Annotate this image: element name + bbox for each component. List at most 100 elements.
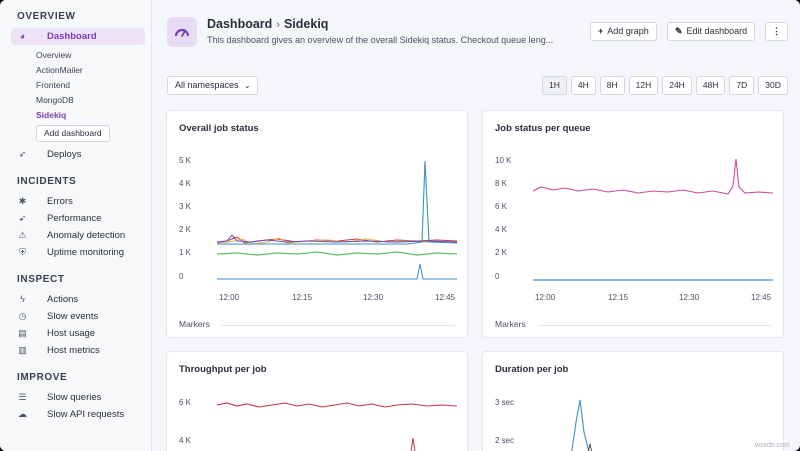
y-tick: 2 K: [179, 225, 192, 234]
sidebar-item-errors[interactable]: ✱ Errors: [11, 193, 145, 210]
add-graph-button[interactable]: + Add graph: [590, 22, 657, 41]
sidebar-item-anomaly-detection[interactable]: ⚠ Anomaly detection: [11, 227, 145, 244]
range-12h[interactable]: 12H: [628, 76, 659, 95]
sidebar-item-host-metrics[interactable]: ▥ Host metrics: [11, 342, 145, 359]
sidebar-item-dashboard[interactable]: ◕ Dashboard: [11, 28, 145, 45]
x-tick: 12:45: [751, 293, 772, 302]
sidebar-item-label: Deploys: [47, 149, 82, 160]
alarm-icon: ⚠: [18, 230, 27, 240]
range-48h[interactable]: 48H: [695, 76, 726, 95]
bolt-icon: ϟ: [20, 294, 25, 304]
sidebar-item-label: Actions: [47, 294, 79, 305]
panel-duration-per-job: Duration per job 3 sec 2 sec: [482, 351, 784, 451]
chevron-down-icon: ⌄: [243, 81, 251, 90]
dashboard-icon: ◕: [19, 31, 26, 41]
panel-title: Throughput per job: [179, 364, 267, 375]
y-tick: 0: [179, 272, 184, 281]
subitem-overview[interactable]: Overview: [36, 50, 72, 60]
edit-dashboard-label: Edit dashboard: [686, 26, 748, 36]
sidebar: OVERVIEW ◕ Dashboard Overview ActionMail…: [0, 0, 152, 451]
sidebar-item-label: Uptime monitoring: [47, 247, 125, 258]
series-line-purple: [216, 234, 458, 243]
page-header: Dashboard › Sidekiq This dashboard gives a…: [153, 0, 800, 62]
x-axis-ticks: 12:00 12:15 12:30 12:45: [535, 293, 772, 302]
y-tick: 0: [495, 272, 500, 281]
add-dashboard-button[interactable]: Add dashboard: [36, 125, 110, 142]
y-tick: 4 K: [179, 179, 192, 188]
sidebar-item-actions[interactable]: ϟ Actions: [11, 291, 145, 308]
y-tick: 6 K: [495, 202, 508, 211]
subitem-mongodb[interactable]: MongoDB: [36, 95, 74, 105]
series-line-pink: [532, 158, 774, 195]
sidebar-item-slow-queries[interactable]: ☰ Slow queries: [11, 389, 145, 406]
watermark: wsxdn.com: [754, 442, 790, 449]
sidebar-item-host-usage[interactable]: ▤ Host usage: [11, 325, 145, 342]
rocket-icon: ➶: [18, 149, 27, 159]
breadcrumb-root[interactable]: Dashboard: [207, 17, 273, 31]
sidebar-item-label: Errors: [47, 196, 73, 207]
throughput-per-job-chart[interactable]: 6 K 4 K: [167, 352, 468, 451]
sidebar-item-label: Anomaly detection: [47, 230, 126, 241]
markers-divider: [538, 325, 771, 326]
timer-icon: ◷: [18, 311, 27, 321]
namespace-select[interactable]: All namespaces ⌄: [167, 76, 258, 95]
cloud-icon: ☁: [18, 409, 27, 419]
subitem-sidekiq[interactable]: Sidekiq: [36, 110, 67, 120]
section-title-overview: OVERVIEW: [17, 11, 76, 22]
speed-icon: ➹: [18, 213, 27, 223]
markers-label: Markers: [495, 319, 526, 329]
y-tick: 2 K: [495, 248, 508, 257]
job-status-per-queue-chart[interactable]: 10 K 8 K 6 K 4 K 2 K 0 12:00 12:15 12:30…: [483, 111, 784, 338]
server-stack-icon: ▥: [18, 345, 27, 355]
x-tick: 12:30: [363, 293, 384, 302]
edit-dashboard-button[interactable]: ✎ Edit dashboard: [667, 22, 756, 41]
y-tick: 1 K: [179, 248, 192, 257]
x-tick: 12:15: [292, 293, 313, 302]
subitem-actionmailer[interactable]: ActionMailer: [36, 65, 83, 75]
sidebar-item-deploys[interactable]: ➶ Deploys: [11, 146, 145, 163]
y-axis-ticks: 5 K 4 K 3 K 2 K 1 K 0: [179, 156, 192, 281]
y-tick: 6 K: [179, 398, 192, 407]
shield-icon: ⛨: [19, 247, 26, 257]
y-tick: 2 sec: [495, 436, 514, 445]
panel-overall-job-status: Overall job status 5 K 4 K 3 K 2 K 1 K 0…: [166, 110, 468, 338]
dashboard-gauge-icon: [167, 17, 197, 47]
y-axis-ticks: 10 K 8 K 6 K 4 K 2 K 0: [495, 156, 512, 281]
x-tick: 12:00: [535, 293, 556, 302]
sidebar-item-label: Dashboard: [47, 31, 97, 42]
range-1h[interactable]: 1H: [542, 76, 567, 95]
sidebar-item-label: Slow API requests: [47, 409, 125, 420]
x-tick: 12:45: [435, 293, 456, 302]
y-tick: 5 K: [179, 156, 192, 165]
range-8h[interactable]: 8H: [599, 76, 625, 95]
overall-job-status-chart[interactable]: 5 K 4 K 3 K 2 K 1 K 0 12:00 12:15 12:30 …: [167, 111, 468, 338]
range-4h[interactable]: 4H: [570, 76, 596, 95]
sidebar-item-slow-api-requests[interactable]: ☁ Slow API requests: [11, 406, 145, 423]
y-tick: 3 sec: [495, 398, 514, 407]
duration-per-job-chart[interactable]: 3 sec 2 sec: [483, 352, 784, 451]
database-icon: ☰: [18, 392, 27, 402]
subitem-frontend[interactable]: Frontend: [36, 80, 71, 90]
y-tick: 3 K: [179, 202, 192, 211]
section-title-improve: IMPROVE: [17, 372, 68, 383]
sidebar-item-slow-events[interactable]: ◷ Slow events: [11, 308, 145, 325]
markers-divider: [222, 325, 455, 326]
namespace-select-value: All namespaces: [175, 80, 239, 90]
range-24h[interactable]: 24H: [662, 76, 692, 95]
sidebar-item-uptime-monitoring[interactable]: ⛨ Uptime monitoring: [11, 244, 145, 261]
section-title-inspect: INSPECT: [17, 274, 65, 285]
more-options-button[interactable]: ⋮: [765, 22, 788, 41]
range-7d[interactable]: 7D: [729, 76, 755, 95]
range-30d[interactable]: 30D: [758, 76, 788, 95]
series-line-dark: [587, 443, 593, 451]
y-tick: 4 K: [179, 436, 192, 445]
markers-label: Markers: [179, 319, 210, 329]
plus-icon: +: [598, 26, 604, 36]
panel-job-status-per-queue: Job status per queue 10 K 8 K 6 K 4 K 2 …: [482, 110, 784, 338]
sidebar-item-label: Host usage: [47, 328, 96, 339]
series-line-red: [216, 402, 458, 408]
sidebar-item-label: Performance: [47, 213, 102, 224]
sidebar-item-performance[interactable]: ➹ Performance: [11, 210, 145, 227]
edit-icon: ✎: [675, 26, 683, 36]
